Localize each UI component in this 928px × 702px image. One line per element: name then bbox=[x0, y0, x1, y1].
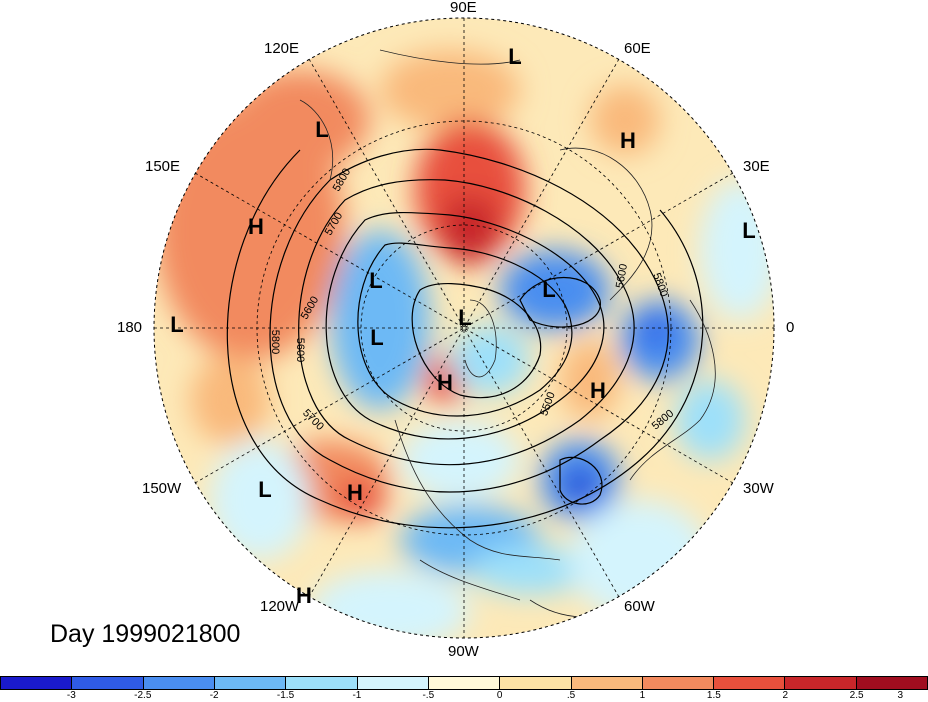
colorbar-tick-label: 3 bbox=[897, 690, 904, 701]
lon-label-180: 180 bbox=[117, 319, 143, 336]
colorbar-tick-label: -1.5 bbox=[276, 690, 295, 701]
colorbar-cell bbox=[214, 677, 287, 689]
colorbar-tick-label: -2 bbox=[209, 690, 219, 701]
lon-label-60w: 60W bbox=[624, 598, 655, 615]
lon-label-60e: 60E bbox=[624, 40, 651, 57]
lon-label-30e: 30E bbox=[743, 158, 770, 175]
contour-label: 5800 bbox=[269, 329, 281, 355]
pressure-center: H bbox=[296, 583, 312, 608]
pressure-center: L bbox=[458, 305, 472, 330]
lon-label-120w: 120W bbox=[260, 598, 300, 615]
colorbar-tick-label: -2.5 bbox=[134, 690, 152, 701]
pressure-center: L bbox=[370, 325, 384, 350]
colorbar-tick-label: -3 bbox=[66, 690, 76, 701]
lon-label-90e: 90E bbox=[450, 0, 477, 16]
geopotential-contours bbox=[226, 148, 704, 529]
lon-label-0: 0 bbox=[786, 319, 795, 336]
graticule bbox=[154, 18, 774, 638]
colorbar-cell bbox=[642, 677, 715, 689]
colorbar-cell bbox=[1, 677, 73, 689]
anomaly-field bbox=[154, 18, 774, 638]
colorbar-tick-label: -1 bbox=[352, 690, 362, 701]
pressure-center: H bbox=[590, 378, 606, 403]
lon-label-120e: 120E bbox=[264, 40, 300, 57]
date-label: Day 1999021800 bbox=[50, 620, 241, 648]
colorbar-tick-label: 2.5 bbox=[849, 690, 864, 701]
pressure-center: H bbox=[437, 370, 453, 395]
contour-label: 5600 bbox=[294, 337, 306, 363]
pressure-center: H bbox=[347, 480, 363, 505]
colorbar-tick-label: 1.5 bbox=[706, 690, 721, 701]
colorbar-tick-label: .5 bbox=[566, 690, 576, 701]
colorbar-tick-label: 0 bbox=[496, 690, 503, 701]
colorbar-cell bbox=[785, 677, 857, 689]
lon-label-150e: 150E bbox=[145, 158, 181, 175]
colorbar-cell bbox=[72, 677, 144, 689]
colorbar-tick-label: -.5 bbox=[422, 690, 435, 701]
pressure-center: L bbox=[315, 117, 329, 142]
colorbar-tick-label: 2 bbox=[782, 690, 788, 701]
lon-label-150w: 150W bbox=[142, 480, 182, 497]
pressure-center: L bbox=[542, 277, 556, 302]
colorbar-cell bbox=[571, 677, 643, 689]
colorbar bbox=[0, 676, 928, 690]
pressure-center: L bbox=[369, 268, 383, 293]
colorbar-cell bbox=[500, 677, 572, 689]
pressure-center: H bbox=[248, 214, 264, 239]
colorbar-cell bbox=[714, 677, 786, 689]
colorbar-cell bbox=[143, 677, 215, 689]
colorbar-cell bbox=[428, 677, 501, 689]
pressure-center: L bbox=[258, 477, 272, 502]
pressure-center: H bbox=[620, 128, 636, 153]
colorbar-tick-label: 1 bbox=[639, 690, 646, 701]
map-boundary bbox=[153, 17, 775, 639]
lon-label-30w: 30W bbox=[743, 480, 774, 497]
pressure-center: L bbox=[170, 312, 184, 337]
colorbar-cell bbox=[357, 677, 429, 689]
lon-label-90w: 90W bbox=[448, 643, 479, 660]
colorbar-cell bbox=[856, 677, 928, 689]
pressure-center: L bbox=[742, 218, 756, 243]
pressure-center: L bbox=[508, 44, 522, 69]
colorbar-cell bbox=[286, 677, 358, 689]
